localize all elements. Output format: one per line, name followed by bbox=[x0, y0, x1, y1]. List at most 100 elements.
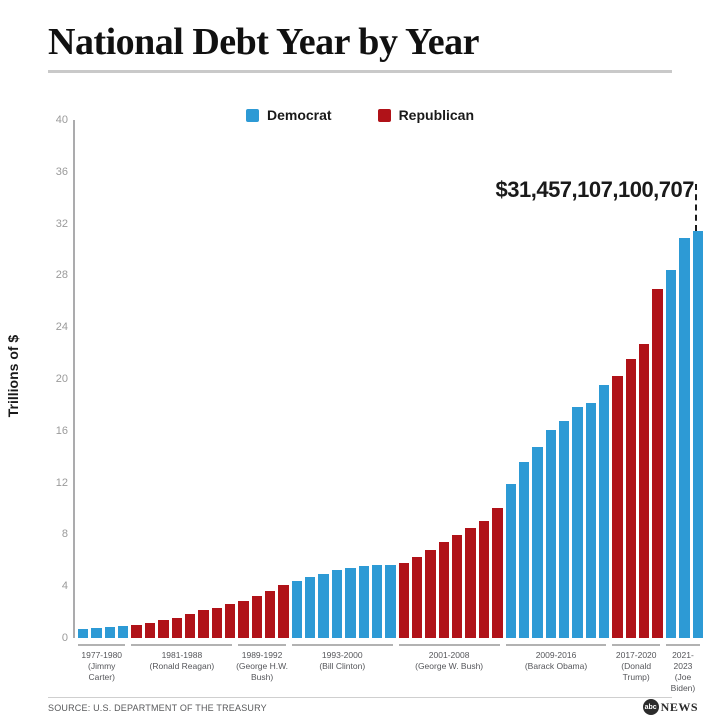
x-axis-group-label: 1993-2000 (Bill Clinton) bbox=[319, 650, 366, 672]
bar-republican bbox=[465, 527, 476, 638]
bar-democrat bbox=[572, 407, 583, 638]
bar-democrat bbox=[545, 429, 556, 638]
x-axis-group-label: 2009-2016 (Barack Obama) bbox=[524, 650, 588, 672]
x-axis-group: 2021-2023 (Joe Biden) bbox=[663, 644, 703, 694]
y-axis-ticks: 0 4 8 12 16 20 24 28 32 36 40 bbox=[28, 114, 68, 644]
bar-democrat bbox=[532, 446, 543, 638]
debt-total-annotation: $31,457,107,100,707 bbox=[495, 177, 695, 202]
x-axis-group-underline bbox=[505, 644, 607, 646]
bar-democrat bbox=[505, 483, 516, 638]
y-tick-label: 28 bbox=[55, 269, 68, 282]
x-axis-group-underline bbox=[291, 644, 393, 646]
democrat-color-swatch bbox=[245, 108, 259, 122]
bar-republican bbox=[224, 604, 236, 638]
legend-label-republican: Republican bbox=[398, 107, 475, 123]
y-tick-label: 8 bbox=[61, 528, 68, 541]
bar-republican bbox=[158, 620, 169, 638]
chart-legend: Democrat Republican bbox=[0, 107, 720, 123]
bar-republican bbox=[144, 623, 156, 638]
x-axis-group: 2017-2020 (Donald Trump) bbox=[609, 644, 662, 694]
bar-democrat bbox=[679, 237, 690, 638]
x-axis-group-underline bbox=[665, 644, 700, 646]
bar-democrat bbox=[692, 230, 703, 638]
bar-democrat bbox=[345, 567, 356, 638]
bar-democrat bbox=[385, 564, 396, 638]
bar-democrat bbox=[585, 403, 597, 638]
bar-democrat bbox=[104, 627, 116, 638]
x-axis: 1977-1980 (Jimmy Carter) 1981-1988 (Ronald … bbox=[75, 644, 703, 694]
title-divider bbox=[48, 70, 672, 73]
plot-area bbox=[73, 120, 703, 638]
bar-democrat bbox=[331, 570, 343, 638]
bar-democrat bbox=[318, 573, 329, 638]
bar-republican bbox=[238, 601, 249, 638]
bar-democrat bbox=[291, 580, 303, 638]
bar-democrat bbox=[518, 462, 530, 638]
bar-republican bbox=[131, 625, 142, 638]
x-axis-group-underline bbox=[238, 644, 286, 646]
x-axis-group-underline bbox=[398, 644, 500, 646]
y-tick-label: 20 bbox=[55, 373, 68, 385]
y-axis-title: Trillions of $ bbox=[5, 334, 21, 418]
x-axis-group-label: 1977-1980 (Jimmy Carter) bbox=[81, 650, 123, 683]
x-axis-group: 2001-2008 (George W. Bush) bbox=[396, 644, 503, 694]
y-tick-label: 0 bbox=[61, 632, 68, 644]
bar-republican bbox=[425, 550, 436, 638]
bar-republican bbox=[411, 557, 423, 638]
y-tick-label: 24 bbox=[55, 321, 68, 334]
bar-democrat bbox=[305, 577, 316, 638]
y-tick-label: 12 bbox=[55, 476, 68, 489]
bar-republican bbox=[639, 343, 650, 638]
bar-republican bbox=[612, 375, 623, 638]
footer-divider bbox=[48, 697, 672, 698]
x-axis-group-underline bbox=[612, 644, 660, 646]
bar-republican bbox=[265, 590, 276, 638]
x-axis-group: 1993-2000 (Bill Clinton) bbox=[289, 644, 396, 694]
bar-democrat bbox=[358, 566, 369, 638]
y-tick-label: 32 bbox=[55, 217, 68, 230]
x-axis-group: 2009-2016 (Barack Obama) bbox=[503, 644, 610, 694]
page-title: National Debt Year by Year bbox=[48, 21, 480, 63]
abc-news-wordmark: NEWS bbox=[660, 699, 698, 714]
x-axis-group-underline bbox=[78, 644, 126, 646]
bar-democrat bbox=[599, 384, 610, 638]
abc-logo-icon: abc bbox=[642, 699, 659, 715]
x-axis-group-label: 2017-2020 (Donald Trump) bbox=[615, 650, 657, 683]
bar-republican bbox=[184, 614, 196, 638]
bar-republican bbox=[452, 535, 463, 638]
annotation-dashed-line bbox=[695, 184, 697, 231]
abc-news-logo: abc NEWS bbox=[642, 699, 698, 715]
x-axis-group: 1977-1980 (Jimmy Carter) bbox=[75, 644, 128, 694]
bar-republican bbox=[625, 359, 637, 638]
bar-republican bbox=[211, 607, 222, 638]
x-axis-group-label: 1989-1992 (George H.W. Bush) bbox=[236, 650, 289, 683]
bar-democrat bbox=[665, 269, 677, 638]
bar-republican bbox=[278, 585, 289, 638]
bar-democrat bbox=[118, 626, 129, 638]
legend-item-democrat: Democrat bbox=[245, 107, 332, 123]
x-axis-group-label: 2001-2008 (George W. Bush) bbox=[415, 650, 484, 672]
legend-item-republican: Republican bbox=[377, 107, 475, 123]
bar-republican bbox=[198, 610, 209, 638]
x-axis-group: 1981-1988 (Ronald Reagan) bbox=[128, 644, 235, 694]
x-axis-group: 1989-1992 (George H.W. Bush) bbox=[235, 644, 288, 694]
bar-republican bbox=[398, 562, 409, 638]
bar-republican bbox=[478, 521, 490, 638]
bar-democrat bbox=[371, 564, 383, 638]
x-axis-group-label: 1981-1988 (Ronald Reagan) bbox=[149, 650, 215, 672]
bar-democrat bbox=[91, 628, 102, 638]
bar-republican bbox=[251, 596, 263, 638]
y-tick-label: 36 bbox=[55, 165, 68, 178]
bar-democrat bbox=[558, 421, 570, 638]
bar-republican bbox=[492, 508, 503, 638]
bar-republican bbox=[171, 617, 182, 638]
bar-republican bbox=[652, 289, 663, 638]
y-tick-label: 16 bbox=[55, 424, 68, 437]
bar-democrat bbox=[78, 628, 89, 638]
x-axis-group-underline bbox=[131, 644, 233, 646]
source-credit: SOURCE: U.S. DEPARTMENT OF THE TREASURY bbox=[48, 703, 267, 713]
legend-label-democrat: Democrat bbox=[266, 107, 332, 123]
y-tick-label: 40 bbox=[55, 114, 68, 126]
republican-color-swatch bbox=[377, 108, 391, 122]
